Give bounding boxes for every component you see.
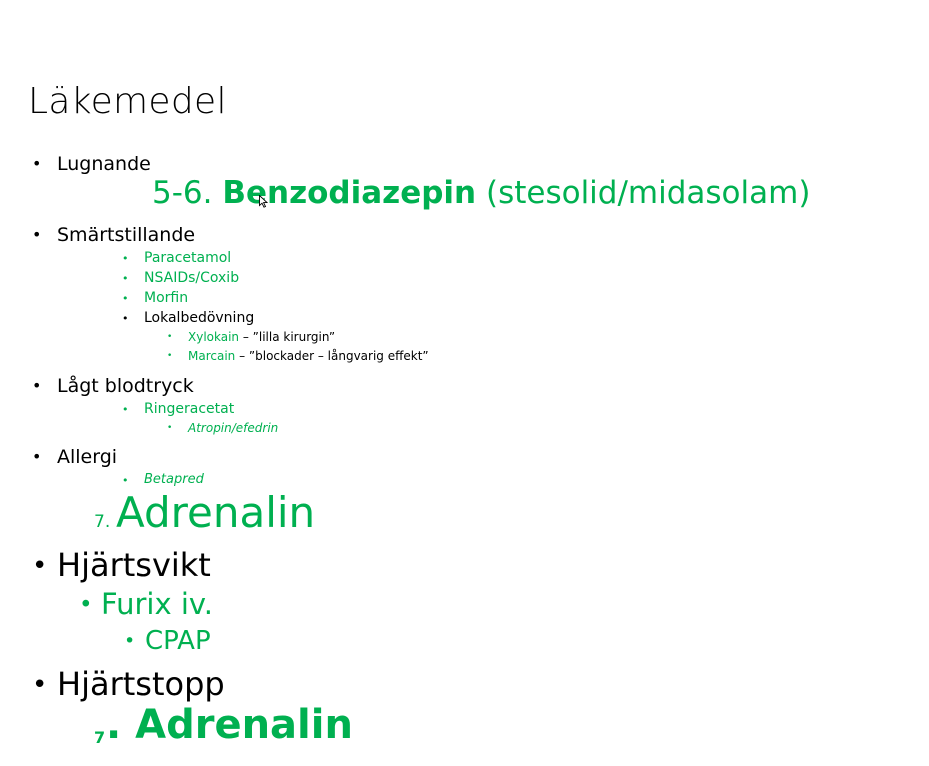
drug-number: 5-6. (152, 175, 213, 211)
drug-name: Adrenalin (116, 488, 316, 537)
drug-note: – ”lilla kirurgin” (239, 330, 336, 344)
drug-name: Marcain (188, 349, 236, 363)
lokal-item: Xylokain – ”lilla kirurgin” (188, 331, 335, 343)
bullet-icon: • (32, 225, 42, 244)
bullet-icon: • (167, 351, 173, 361)
bullet-icon: • (122, 312, 129, 325)
category-hjartsvikt: Hjärtsvikt (57, 546, 211, 584)
bullet-icon: • (167, 423, 173, 433)
bullet-icon: • (79, 592, 93, 618)
list-item: Furix iv. (101, 587, 214, 621)
category-lagt-blodtryck: Lågt blodtryck (57, 375, 194, 397)
bullet-icon: • (32, 447, 42, 466)
slide-title: Läkemedel (28, 81, 227, 122)
category-smartstillande: Smärtstillande (57, 224, 196, 246)
bullet-icon: • (122, 272, 129, 285)
bullet-icon: • (32, 551, 48, 581)
lugnande-drug-line: 5-6. Benzodiazepin (stesolid/midasolam) (152, 178, 810, 209)
drug-name: Benzodiazepin (222, 175, 477, 211)
bullet-icon: • (32, 376, 42, 395)
lokal-item: Marcain – ”blockader – långvarig effekt” (188, 350, 429, 362)
category-lugnande: Lugnande (57, 153, 151, 175)
drug-note: – ”blockader – långvarig effekt” (235, 349, 429, 363)
cursor-icon (259, 195, 268, 208)
bullet-icon: • (124, 630, 136, 652)
bullet-icon: • (122, 403, 129, 416)
list-item: Lokalbedövning (144, 310, 255, 326)
list-item: Betapred (144, 472, 204, 487)
list-item: NSAIDs/Coxib (144, 270, 240, 286)
list-item: Paracetamol (144, 250, 232, 266)
bullet-icon: • (167, 332, 173, 342)
drug-name: Xylokain (188, 330, 240, 344)
bullet-icon: • (32, 670, 48, 700)
bullet-icon: • (122, 292, 129, 305)
list-item: Atropin/efedrin (188, 421, 279, 435)
category-allergi: Allergi (57, 446, 118, 468)
drug-number: 7 (94, 728, 106, 747)
bullet-icon: • (122, 252, 129, 265)
list-item: CPAP (145, 626, 211, 656)
drug-detail: (stesolid/midasolam) (485, 175, 811, 211)
category-hjartstopp: Hjärtstopp (57, 665, 225, 703)
drug-name: . Adrenalin (106, 702, 353, 748)
bullet-icon: • (122, 474, 129, 487)
bullet-icon: • (32, 154, 42, 173)
list-item: Ringeracetat (144, 401, 235, 417)
drug-number: 7. (94, 512, 111, 532)
list-item: Morfin (144, 290, 189, 306)
